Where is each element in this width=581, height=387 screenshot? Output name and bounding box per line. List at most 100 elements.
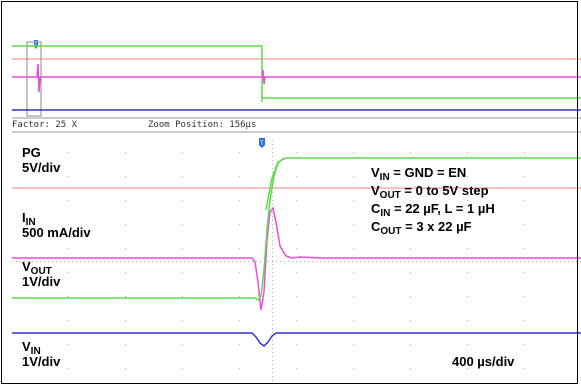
grid-dot [464,261,465,262]
trace-vout [12,157,285,302]
cond-line-3: CIN = 22 µF, L = 1 µH [371,201,495,219]
grid-dot [524,296,525,297]
grid-dot [472,261,473,262]
grid-dot [296,261,297,262]
grid-dot [360,261,361,262]
grid-dot [272,320,273,321]
grid-dot [410,272,411,273]
grid-dot [353,200,354,201]
grid-dot [244,261,245,262]
grid-dot [272,312,273,313]
grid-dot [410,344,411,345]
cond-line-1: VIN = GND = EN [371,165,467,183]
grid-dot [32,261,33,262]
grid-dot [272,288,273,289]
label-vin-sub: IN [30,346,41,357]
grid-dot [124,261,125,262]
grid-dot [296,272,297,273]
zoom-pane: T [12,131,581,381]
grid-dot [272,276,273,277]
grid-dot [204,261,205,262]
grid-dot [68,368,69,369]
grid-dot [40,261,41,262]
grid-dot [296,368,297,369]
grid-dot [272,364,273,365]
grid-dot [272,284,273,285]
grid-dot [280,261,281,262]
trigger-marker-zoom[interactable] [259,138,265,148]
cond-line-4: COUT = 3 x 22 µF [371,219,472,237]
grid-dot [467,320,468,321]
svg-text:T: T [34,42,38,48]
grid-dot [288,261,289,262]
label-pg-scale: 5V/div [22,160,61,175]
grid-dot [12,261,13,262]
grid-dot [68,224,69,225]
grid-dot [256,261,257,262]
grid-dot [272,368,273,369]
grid-dot [384,261,385,262]
label-vout-name: V [22,259,31,274]
label-vout-sub: OUT [30,266,52,277]
grid-dot [308,261,309,262]
grid-dot [182,296,183,297]
grid-dot [572,261,573,262]
grid-dot [376,261,377,262]
grid-dot [125,272,126,273]
grid-dot [272,352,273,353]
grid-dot [296,152,297,153]
grid-dot [272,376,273,377]
grid-dot [272,356,273,357]
grid-dot [328,261,329,262]
grid-dot [24,261,25,262]
grid-dot [516,261,517,262]
grid-dot [272,360,273,361]
grid-dot [396,261,397,262]
grid-dot [524,344,525,345]
grid-dot [140,261,141,262]
grid-dot [316,261,317,262]
grid-dot [239,200,240,201]
grid-dot [272,232,273,233]
grid-dot [448,261,449,262]
grid-dot [248,261,249,262]
grid-dot [272,192,273,193]
grid-dot [353,272,354,273]
grid-dot [16,261,17,262]
grid-dot [410,224,411,225]
grid-dot [540,261,541,262]
grid-dot [436,261,437,262]
grid-dot [176,261,177,262]
grid-dot [272,348,273,349]
grid-dot [416,261,417,262]
grid-dot [356,261,357,262]
grid-dot [468,261,469,262]
test-conditions: VIN = GND = EN VOUT = 0 to 5V step CIN =… [371,164,495,237]
grid-dot [480,261,481,262]
grid-dot [556,261,557,262]
grid-dot [192,261,193,262]
grid-dot [68,248,69,249]
grid-dot [410,296,411,297]
grid-dot [568,261,569,262]
grid-dot [560,261,561,262]
trace-vin [12,332,581,347]
grid-dot [272,316,273,317]
grid-dot [410,248,411,249]
grid-dot [68,200,69,201]
grid-dot [272,252,273,253]
grid-dot [182,368,183,369]
grid-dot [224,261,225,262]
grid-dot [353,320,354,321]
grid-dot [56,261,57,262]
grid-dot [200,261,201,262]
grid-dot [410,320,411,321]
grid-dot [512,261,513,262]
grid-dot [312,261,313,262]
grid-dot [36,261,37,262]
grid-dot [476,261,477,262]
grid-dot [260,261,261,262]
timebase-readout: 400 µs/div [452,354,515,369]
grid-dot [272,216,273,217]
label-vin: VIN 1V/div [22,339,60,369]
